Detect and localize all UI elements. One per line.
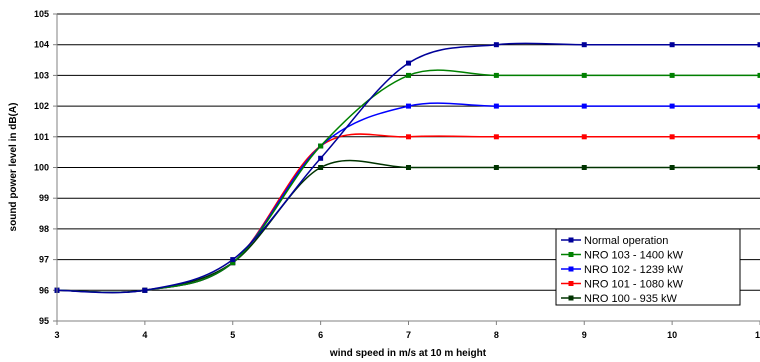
data-point [581, 165, 587, 170]
legend-label: NRO 103 - 1400 kW [584, 250, 684, 262]
legend-label: NRO 102 - 1239 kW [584, 264, 684, 276]
data-point [581, 134, 587, 140]
data-point [757, 103, 760, 109]
y-tick-label: 100 [34, 163, 49, 173]
x-tick-label: 8 [494, 330, 499, 340]
data-point [757, 42, 760, 48]
series-line [56, 69, 760, 294]
legend-label: Normal operation [584, 235, 668, 247]
x-tick-label: 3 [54, 330, 59, 340]
y-tick-label: 101 [34, 132, 49, 142]
y-tick-label: 102 [34, 101, 49, 111]
data-point [142, 287, 148, 293]
data-point [230, 260, 236, 266]
legend-swatch-marker [568, 237, 574, 243]
data-point [757, 165, 760, 170]
data-point [493, 165, 499, 170]
data-point [757, 134, 760, 140]
data-point [318, 165, 324, 170]
data-point [669, 165, 675, 170]
data-point [230, 257, 236, 263]
data-point [493, 72, 499, 78]
y-tick-label: 103 [34, 70, 49, 80]
y-tick-label: 104 [34, 40, 49, 50]
series-line [56, 42, 760, 294]
legend: Normal operation NRO 103 - 1400 kW NRO 102… [555, 228, 741, 306]
data-point [318, 155, 324, 161]
x-tick-label: 6 [318, 330, 323, 340]
legend-box [555, 228, 741, 306]
data-point [318, 143, 324, 149]
data-point [669, 134, 675, 140]
legend-swatch-marker [568, 252, 574, 257]
data-point [493, 103, 499, 109]
data-point [406, 60, 411, 66]
data-point [669, 103, 675, 109]
x-tick-label: 4 [142, 330, 147, 340]
x-axis-label: wind speed in m/s at 10 m height [329, 348, 487, 359]
legend-swatch-marker [568, 281, 574, 286]
y-tick-label: 99 [39, 193, 49, 203]
x-tick-label: 10 [667, 330, 677, 340]
data-point [581, 42, 587, 48]
data-point [669, 42, 675, 48]
y-tick-label: 105 [34, 9, 49, 19]
legend-label: NRO 100 - 935 kW [584, 293, 678, 305]
legend-swatch-marker [568, 295, 574, 301]
legend-swatch-marker [568, 266, 574, 272]
data-point [406, 134, 411, 140]
data-point [493, 42, 499, 48]
data-point [757, 72, 760, 78]
data-point [581, 72, 587, 78]
data-point [669, 72, 675, 78]
data-point [406, 72, 411, 78]
data-point [581, 103, 587, 109]
x-tick-label: 1 [755, 330, 760, 340]
data-point [493, 134, 499, 140]
y-tick-label: 96 [39, 285, 49, 295]
x-tick-label: 9 [582, 330, 587, 340]
data-point [406, 103, 411, 109]
y-tick-label: 95 [39, 316, 49, 326]
legend-label: NRO 101 - 1080 kW [584, 279, 684, 291]
x-tick-label: 7 [406, 330, 411, 340]
y-tick-label: 97 [39, 255, 49, 265]
y-axis-label: sound power level in dB(A) [8, 103, 19, 232]
y-tick-label: 98 [39, 224, 49, 234]
x-tick-label: 5 [230, 330, 235, 340]
data-point [406, 165, 411, 170]
